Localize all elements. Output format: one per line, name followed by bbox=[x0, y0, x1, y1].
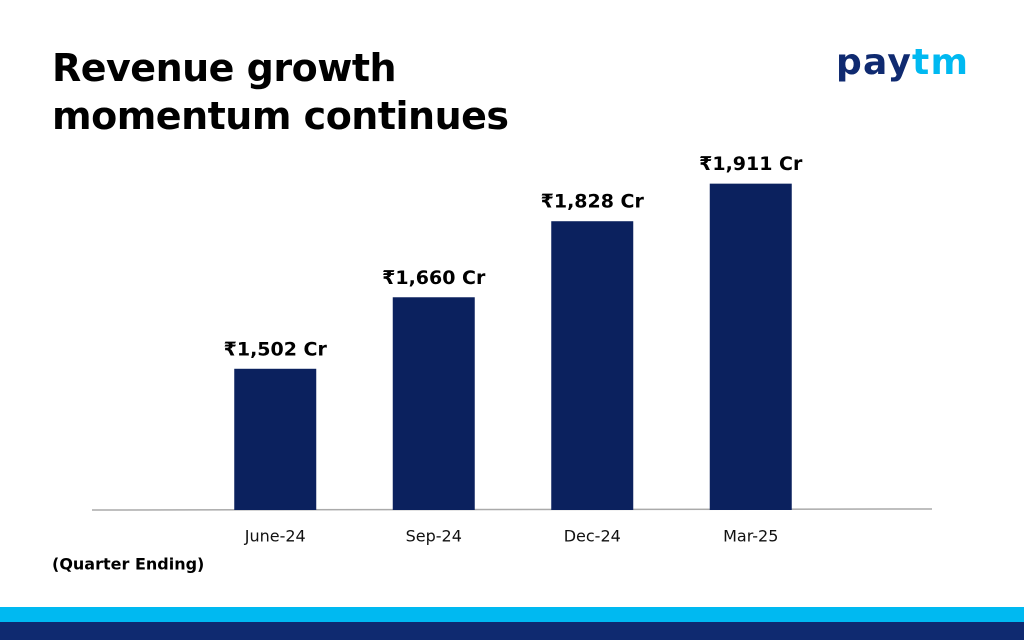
chart-title: Revenue growth momentum continues bbox=[52, 46, 509, 138]
x-tick-label: Dec-24 bbox=[564, 527, 621, 546]
bar bbox=[551, 221, 634, 510]
x-axis bbox=[91, 508, 933, 511]
value-label: ₹1,502 Cr bbox=[224, 338, 328, 360]
x-tick-label: June-24 bbox=[244, 527, 306, 546]
x-tick-label: Sep-24 bbox=[406, 527, 462, 546]
value-label: ₹1,660 Cr bbox=[382, 267, 486, 289]
bar bbox=[392, 297, 475, 510]
bar bbox=[234, 368, 317, 510]
value-label: ₹1,828 Cr bbox=[541, 191, 645, 213]
stripe bbox=[0, 607, 1024, 622]
value-label: ₹1,911 Cr bbox=[699, 153, 803, 175]
bar bbox=[709, 183, 792, 510]
logo: paytm bbox=[836, 42, 968, 83]
x-tick-label: Mar-25 bbox=[723, 527, 778, 546]
x-axis-label: (Quarter Ending) bbox=[52, 555, 204, 574]
stripe bbox=[0, 622, 1024, 640]
